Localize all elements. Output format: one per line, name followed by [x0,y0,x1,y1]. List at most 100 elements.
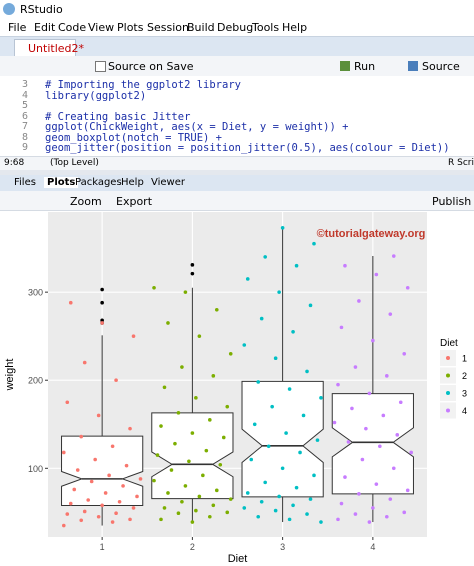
jitter-point [208,514,212,519]
x-axis-title: Diet [228,553,248,565]
code-line[interactable]: geom_boxplot(notch = TRUE) + [45,131,223,144]
jitter-point [357,299,361,303]
editor-tab[interactable] [14,39,76,57]
jitter-point [249,457,254,462]
export-button[interactable]: Export [116,195,153,208]
jitter-point [256,514,261,519]
jitter-point [176,411,181,415]
splitter [0,170,474,175]
panel-tab[interactable]: Files [14,177,36,188]
jitter-point [201,473,205,478]
jitter-point [242,506,247,510]
jitter-point [61,450,66,455]
jitter-point [350,406,354,411]
jitter-point [402,510,407,515]
menu-item[interactable]: View [88,21,115,34]
checkbox[interactable] [95,61,106,72]
jitter-point [96,514,101,519]
jitter-point [353,365,358,369]
code-line[interactable]: # Creating basic Jitter [45,110,191,123]
jitter-point [214,488,219,493]
jitter-point [65,400,70,405]
menu-item[interactable]: Help [282,21,308,34]
jitter-point [103,491,108,495]
jitter-point [312,241,316,246]
jitter-point [131,506,136,510]
jitter-point [194,508,198,513]
legend-label: 3 [462,389,467,399]
menu-item[interactable]: Tools [252,21,280,34]
run-button[interactable]: Run [354,60,376,73]
code-editor[interactable]: 3 # Importing the ggplot2 library 4 library… [0,76,474,156]
menu-item[interactable]: Session [147,21,189,34]
jitter-point [405,488,410,493]
code-line[interactable]: library(ggplot2) [45,89,147,102]
jitter-point [228,352,233,356]
jitter-point [360,457,365,462]
scope[interactable]: (Top Level) [50,158,99,168]
jitter-point [162,385,167,390]
jitter-point [159,517,163,522]
jitter-point [336,517,340,522]
jitter-point [121,484,125,488]
jitter-point [284,431,288,435]
code-line[interactable]: ggplot(ChickWeight, aes(x = Diet, y = we… [45,121,349,133]
jitter-point [308,303,313,308]
zoom-button[interactable]: Zoom [70,195,102,208]
menu-item[interactable]: Build [187,21,215,34]
jitter-point [65,512,70,516]
panel-tab[interactable]: Help [121,177,144,188]
panel-tab[interactable]: Packages [75,177,122,188]
file-type[interactable]: R Script [448,158,474,168]
jitter-point [176,511,181,516]
code-line[interactable]: geom_jitter(position = position_jitter(0… [45,142,450,154]
jitter-point [301,413,306,418]
x-tick-label: 1 [100,542,105,552]
editor-tab-label[interactable]: Untitled2* [28,42,85,55]
jitter-point [190,431,195,435]
panel-tab[interactable]: Viewer [151,177,185,188]
jitter-point [228,497,233,501]
menu-item[interactable]: Plots [117,21,144,34]
jitter-point [263,480,267,485]
panel-tab-bar: Files Plots Packages Help Viewer [0,175,474,191]
code-line[interactable]: # Importing the ggplot2 library [45,79,241,91]
jitter-point [343,475,347,479]
menu-item[interactable]: Code [58,21,87,34]
jitter-point [305,369,309,374]
menu-item[interactable]: Debug [217,21,254,34]
jitter-point [93,457,97,462]
jitter-point [391,466,396,471]
jitter-point [385,514,389,519]
jitter-point [374,272,379,277]
jitter-point [367,520,372,524]
jitter-point [114,511,118,516]
jitter-point [287,517,292,522]
outlier [190,271,195,276]
panel-tab[interactable]: Plots [44,177,79,188]
jitter-point [135,494,139,499]
jitter-point [339,501,344,506]
jitter-point [117,499,122,504]
publish-button[interactable]: Publish [432,195,472,208]
jitter-point [221,435,226,440]
jitter-point [155,453,160,457]
legend-dot [446,408,450,413]
jitter-point [114,378,118,383]
jitter-point [218,462,223,467]
jitter-point [381,413,386,418]
jitter-point [371,506,375,510]
source-button[interactable]: Source [422,60,460,73]
menu-item[interactable]: Edit [34,21,56,34]
menu-item[interactable]: File [8,21,27,34]
line-number: 9 [21,142,28,153]
jitter-point [86,498,90,502]
jitter-point [72,487,77,492]
source-on-save[interactable]: Source on Save [108,60,194,73]
outlier [190,263,195,267]
jitter-point [291,503,295,508]
app-icon [3,3,15,15]
jitter-point [294,263,299,268]
outlier [100,300,104,305]
box [241,380,324,498]
